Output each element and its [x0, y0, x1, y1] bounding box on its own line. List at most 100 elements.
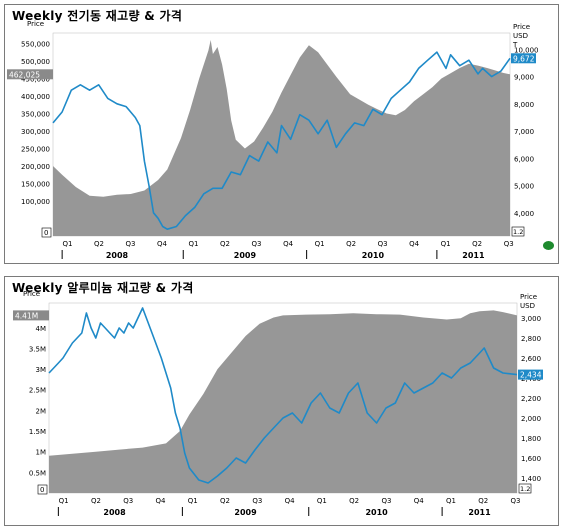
quarter-tick-label: Q3: [378, 240, 388, 248]
left-axis-label: Price: [23, 290, 40, 298]
year-label: 2009: [234, 251, 257, 260]
right-scale-box: [518, 483, 532, 494]
left-tick-label: 550,000: [21, 41, 50, 49]
price-line-series: [52, 51, 511, 230]
quarter-tick-label: Q4: [283, 240, 294, 248]
last-inventory-tag-label: 462,025: [9, 70, 40, 79]
quarter-tick-label: Q4: [157, 240, 168, 248]
right-axis-label: Price: [513, 23, 530, 31]
last-inventory-tag-label: 4.41M: [15, 311, 38, 320]
quarter-tick-label: Q1: [59, 497, 69, 505]
right-tick-label: 1,600: [521, 455, 541, 463]
quarter-tick-label: Q2: [472, 240, 482, 248]
aluminum-chart-panel: Weekly 알루미늄 재고량 & 가격 Price Price USD 4M 3.5M…: [4, 276, 559, 526]
quarter-tick-label: Q2: [346, 240, 356, 248]
left-tick-label: 0: [44, 229, 48, 237]
quarter-tick-label: Q1: [188, 497, 198, 505]
right-axis-label: USD: [513, 32, 528, 40]
year-label: 2011: [462, 251, 485, 260]
inventory-area-series: [49, 310, 517, 493]
left-tick-label: 150,000: [21, 181, 50, 189]
left-tick-label: 350,000: [21, 111, 50, 119]
quarter-tick-label: Q4: [409, 240, 420, 248]
last-inventory-tag: [7, 69, 53, 80]
left-tick-label: 3M: [36, 366, 47, 374]
copper-chart-svg: Price PriceUSDT550,000500,000450,000400,0…: [7, 20, 539, 260]
right-tick-label: 9,000: [514, 74, 534, 82]
inventory-area-series: [53, 40, 510, 236]
quarter-tick-label: Q1: [317, 497, 327, 505]
quarter-tick-label: Q2: [349, 497, 359, 505]
left-tick-label: 1M: [36, 449, 47, 457]
left-zero-box: [41, 227, 52, 238]
year-label: 2008: [103, 508, 126, 517]
right-axis-label: Price: [520, 293, 537, 301]
left-zero-box: [37, 484, 48, 495]
left-tick-label: 3.5M: [29, 345, 46, 353]
quarter-tick-label: Q3: [252, 497, 262, 505]
left-tick-label: 1.5M: [29, 428, 46, 436]
left-tick-label: 4M: [36, 325, 47, 333]
quarter-tick-label: Q3: [123, 497, 133, 505]
right-axis-label: T: [512, 41, 518, 49]
right-tick-label: 8,000: [514, 101, 534, 109]
left-tick-label: 0: [40, 486, 44, 494]
left-tick-label: 450,000: [21, 76, 50, 84]
right-scale-box-label: 1.2: [513, 228, 523, 236]
quarter-tick-label: Q3: [252, 240, 262, 248]
right-tick-label: 10,000: [514, 46, 539, 54]
year-label: 2009: [234, 508, 257, 517]
right-scale-box: [511, 226, 525, 237]
right-tick-label: 1,800: [521, 435, 541, 443]
left-tick-label: 500,000: [21, 58, 50, 66]
copper-chart-title: Weekly 전기동 재고량 & 가격: [12, 9, 183, 23]
last-price-tag: [511, 53, 536, 64]
right-tick-label: 2,200: [521, 395, 541, 403]
right-scale-box-label: 1.2: [520, 485, 530, 493]
year-label: 2008: [106, 251, 129, 260]
quarter-tick-label: Q1: [446, 497, 456, 505]
status-dot-icon: [543, 241, 554, 250]
quarter-tick-label: Q1: [315, 240, 325, 248]
aluminum-chart-title: Weekly 알루미늄 재고량 & 가격: [12, 281, 194, 295]
copper-chart-panel: Weekly 전기동 재고량 & 가격 Price Price USD T 550,00…: [4, 4, 559, 264]
quarter-tick-label: Q4: [414, 497, 425, 505]
left-axis-label: Price: [27, 20, 44, 28]
quarter-tick-label: Q2: [220, 240, 230, 248]
left-tick-label: 100,000: [21, 198, 50, 206]
last-price-tag-label: 2,434: [520, 371, 542, 380]
left-tick-label: 0.5M: [29, 469, 46, 477]
left-tick-label: 250,000: [21, 146, 50, 154]
last-price-tag-label: 9,672: [513, 54, 535, 63]
quarter-tick-label: Q1: [441, 240, 451, 248]
left-tick-label: 2.5M: [29, 387, 46, 395]
left-tick-label: 300,000: [21, 128, 50, 136]
year-label: 2010: [362, 251, 385, 260]
last-inventory-tag: [13, 310, 49, 321]
quarter-tick-label: Q1: [189, 240, 199, 248]
right-tick-label: 4,000: [514, 210, 534, 218]
quarter-tick-label: Q3: [511, 497, 521, 505]
right-axis-label: USD: [520, 302, 535, 310]
quarter-tick-label: Q2: [478, 497, 488, 505]
right-tick-label: 6,000: [514, 155, 534, 163]
left-tick-label: 200,000: [21, 163, 50, 171]
last-price-tag: [518, 369, 543, 380]
price-line-series: [48, 307, 518, 484]
left-tick-label: 400,000: [21, 93, 50, 101]
quarter-tick-label: Q1: [62, 240, 72, 248]
quarter-tick-label: Q4: [156, 497, 167, 505]
left-tick-label: 2M: [36, 407, 47, 415]
right-tick-label: 5,000: [514, 183, 534, 191]
right-tick-label: 7,000: [514, 128, 534, 136]
right-tick-label: 3,000: [521, 315, 541, 323]
quarter-tick-label: Q2: [91, 497, 101, 505]
right-tick-label: 2,800: [521, 335, 541, 343]
year-label: 2010: [365, 508, 388, 517]
right-tick-label: 2,000: [521, 415, 541, 423]
quarter-tick-label: Q3: [504, 240, 514, 248]
quarter-tick-label: Q4: [285, 497, 296, 505]
quarter-tick-label: Q3: [125, 240, 135, 248]
right-tick-label: 2,600: [521, 355, 541, 363]
aluminum-chart-svg: Price PriceUSD4M3.5M3M2.5M2M1.5M1M0.5M03,…: [13, 290, 543, 517]
